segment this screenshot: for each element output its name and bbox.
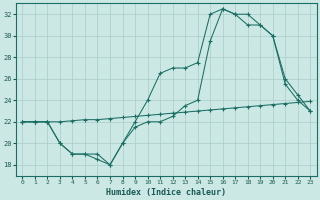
X-axis label: Humidex (Indice chaleur): Humidex (Indice chaleur) — [106, 188, 226, 197]
